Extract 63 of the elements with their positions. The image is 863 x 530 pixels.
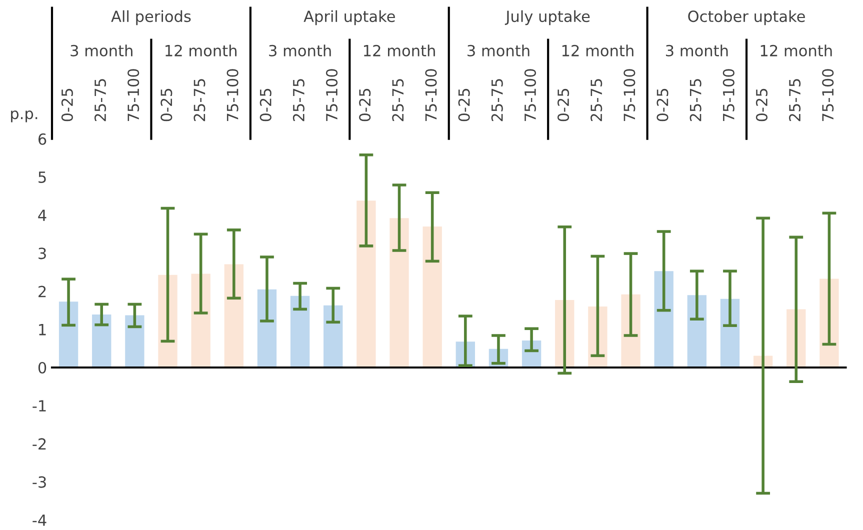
x-tick-label: 0-25: [756, 88, 768, 122]
x-tick-label: 0-25: [656, 88, 668, 122]
bar: [356, 200, 376, 368]
y-axis-title: p.p.: [11, 110, 38, 122]
text: 12 month: [364, 44, 435, 56]
bar: [290, 296, 310, 368]
x-tick-label: 0-25: [359, 88, 371, 122]
x-tick-label: 25-75: [94, 79, 106, 122]
y-tick-label: 4: [38, 210, 46, 221]
bar: [720, 298, 740, 368]
x-tick-label: 25-75: [194, 79, 206, 122]
x-tick-label: 25-75: [491, 79, 503, 122]
y-tick-label: 0: [38, 362, 46, 374]
bar: [422, 226, 442, 368]
x-tick-label: 75-100: [822, 69, 834, 121]
bar: [621, 294, 640, 368]
bar: [125, 315, 144, 368]
text: All periods: [111, 10, 191, 26]
y-tick-label: -3: [32, 476, 46, 488]
text: 3 month: [269, 44, 331, 56]
y-tick-label: 3: [38, 248, 46, 260]
y-tick-label: 6: [38, 133, 46, 145]
text: 3 month: [666, 44, 728, 56]
y-tick-label: -1: [32, 400, 46, 412]
x-tick-label: 75-100: [524, 69, 536, 121]
bar: [390, 218, 409, 368]
text: July uptake: [504, 10, 590, 26]
x-tick-label: 75-100: [624, 69, 636, 121]
x-tick-label: 0-25: [260, 88, 272, 122]
x-tick-label: 75-100: [326, 69, 338, 121]
x-tick-label: 0-25: [160, 88, 172, 122]
x-tick-label: 75-100: [425, 69, 437, 121]
text: 3 month: [70, 44, 132, 56]
bar: [224, 264, 244, 368]
text: October uptake: [688, 10, 805, 26]
x-tick-label: 25-75: [392, 79, 404, 122]
bar: [58, 302, 78, 368]
text: 12 month: [760, 44, 832, 56]
x-tick-label: 0-25: [61, 88, 73, 122]
text: April uptake: [304, 10, 395, 26]
x-tick-label: 75-100: [722, 69, 734, 121]
x-tick-label: 25-75: [292, 79, 304, 122]
x-tick-label: 75-100: [128, 69, 140, 121]
y-tick-label: -4: [32, 514, 46, 526]
x-tick-label: 75-100: [226, 69, 238, 121]
y-tick-label: 1: [39, 324, 46, 336]
bar: [191, 274, 210, 368]
bar: [257, 289, 277, 368]
x-tick-label: 0-25: [458, 88, 470, 122]
x-tick-label: 25-75: [690, 79, 702, 122]
x-tick-label: 25-75: [789, 79, 801, 122]
x-tick-label: 25-75: [590, 79, 602, 122]
bar: [92, 314, 112, 368]
text: 12 month: [562, 44, 634, 56]
x-tick-label: 0-25: [558, 88, 570, 122]
bar: [687, 295, 707, 368]
y-tick-label: 5: [38, 172, 46, 183]
y-tick-label: 2: [38, 286, 46, 298]
text: 12 month: [166, 44, 236, 56]
bar: [654, 271, 674, 368]
bar: [324, 305, 343, 368]
text: 3 month: [468, 44, 530, 56]
y-tick-label: -2: [32, 438, 46, 450]
